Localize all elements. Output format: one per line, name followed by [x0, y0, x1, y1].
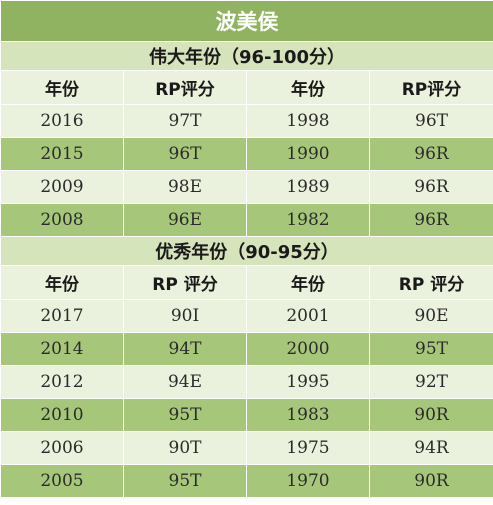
section-heading: 伟大年份（96-100分） [0, 41, 493, 71]
title-row: 波美侯 [0, 0, 493, 42]
rp-score-cell: 96T [123, 137, 247, 171]
year-cell: 2014 [0, 332, 124, 366]
column-header-row: 年份 RP 评分 年份 RP 评分 [0, 265, 493, 300]
year-cell: 2012 [0, 365, 124, 399]
year-cell: 1970 [246, 464, 370, 498]
year-cell: 1983 [246, 398, 370, 432]
table-row: 2015 96T 1990 96R [0, 137, 493, 171]
column-header-year: 年份 [0, 265, 124, 300]
table-row: 2008 96E 1982 96R [0, 203, 493, 237]
rp-score-cell: 95T [369, 332, 493, 366]
table-row: 2014 94T 2000 95T [0, 332, 493, 366]
column-header-rp-score: RP评分 [123, 70, 247, 105]
section-heading-row: 伟大年份（96-100分） [0, 41, 493, 71]
rp-score-cell: 96R [369, 203, 493, 237]
rp-score-cell: 96R [369, 170, 493, 204]
column-header-row: 年份 RP评分 年份 RP评分 [0, 70, 493, 105]
rp-score-cell: 94R [369, 431, 493, 465]
page-title: 波美侯 [0, 0, 493, 42]
column-header-year: 年份 [246, 265, 370, 300]
year-cell: 1998 [246, 104, 370, 138]
rp-score-cell: 96T [369, 104, 493, 138]
year-cell: 1995 [246, 365, 370, 399]
rp-score-cell: 98E [123, 170, 247, 204]
rp-score-cell: 96R [369, 137, 493, 171]
rp-score-cell: 90R [369, 464, 493, 498]
table-row: 2006 90T 1975 94R [0, 431, 493, 465]
rp-score-cell: 94E [123, 365, 247, 399]
year-cell: 2006 [0, 431, 124, 465]
table-row: 2005 95T 1970 90R [0, 464, 493, 498]
section-heading: 优秀年份（90-95分） [0, 236, 493, 266]
column-header-year: 年份 [246, 70, 370, 105]
rp-score-cell: 92T [369, 365, 493, 399]
table-row: 2016 97T 1998 96T [0, 104, 493, 138]
year-cell: 1982 [246, 203, 370, 237]
rp-score-cell: 94T [123, 332, 247, 366]
rp-score-cell: 97T [123, 104, 247, 138]
year-cell: 1975 [246, 431, 370, 465]
column-header-rp-score: RP 评分 [369, 265, 493, 300]
year-cell: 2010 [0, 398, 124, 432]
rp-score-cell: 96E [123, 203, 247, 237]
year-cell: 2017 [0, 299, 124, 333]
column-header-year: 年份 [0, 70, 124, 105]
rp-score-cell: 90T [123, 431, 247, 465]
year-cell: 2008 [0, 203, 124, 237]
year-cell: 2001 [246, 299, 370, 333]
table-row: 2012 94E 1995 92T [0, 365, 493, 399]
rp-score-cell: 90I [123, 299, 247, 333]
year-cell: 1989 [246, 170, 370, 204]
section-heading-row: 优秀年份（90-95分） [0, 236, 493, 266]
table-row: 2009 98E 1989 96R [0, 170, 493, 204]
column-header-rp-score: RP评分 [369, 70, 493, 105]
table-row: 2010 95T 1983 90R [0, 398, 493, 432]
year-cell: 2000 [246, 332, 370, 366]
rp-score-cell: 90R [369, 398, 493, 432]
year-cell: 2005 [0, 464, 124, 498]
year-cell: 1990 [246, 137, 370, 171]
rp-score-cell: 90E [369, 299, 493, 333]
column-header-rp-score: RP 评分 [123, 265, 247, 300]
year-cell: 2009 [0, 170, 124, 204]
rp-score-cell: 95T [123, 398, 247, 432]
rp-score-cell: 95T [123, 464, 247, 498]
year-cell: 2016 [0, 104, 124, 138]
year-cell: 2015 [0, 137, 124, 171]
table-row: 2017 90I 2001 90E [0, 299, 493, 333]
